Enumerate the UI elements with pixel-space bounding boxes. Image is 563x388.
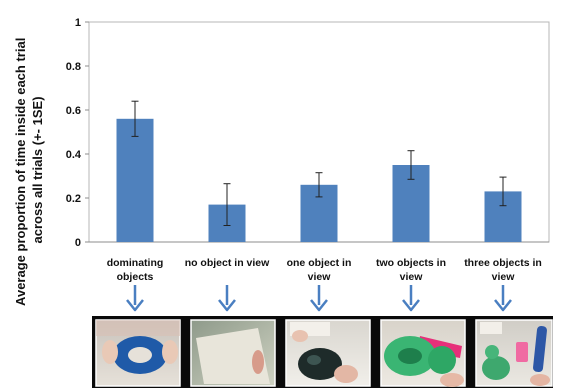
empty-table-icon	[196, 328, 270, 384]
category-label-3: two objects in view	[376, 257, 446, 283]
y-axis-label: Average proportion of time inside each t…	[13, 34, 45, 306]
down-arrow-icon	[494, 285, 512, 312]
no-object-thumbnail	[190, 319, 276, 387]
y-tick-label: 0.4	[66, 149, 82, 161]
two-objects-thumbnail	[380, 319, 466, 387]
hand-icon	[440, 373, 464, 387]
y-axis-label-line-1: Average proportion of time inside each t…	[13, 38, 28, 306]
one-object-thumbnail	[285, 319, 371, 387]
bar-0	[116, 118, 154, 242]
hand-icon	[530, 374, 550, 386]
down-arrow-icon	[126, 285, 144, 312]
down-arrow-icon	[310, 285, 328, 312]
hand-icon	[102, 340, 118, 364]
category-label-2: one object in view	[287, 257, 352, 283]
category-label-line: two objects in	[376, 257, 446, 269]
y-tick-label: 0.2	[66, 193, 81, 205]
three-objects-thumbnail	[475, 319, 553, 387]
hand-icon	[334, 365, 358, 383]
category-label-line: view	[492, 271, 516, 283]
y-tick-label: 0	[75, 237, 81, 249]
category-label-line: no object in view	[185, 257, 270, 269]
y-tick-label: 1	[75, 17, 81, 29]
category-label-4: three objects in view	[464, 257, 542, 283]
category-label-line: objects	[117, 271, 154, 283]
pink-cup-icon	[516, 342, 528, 362]
hand-icon	[162, 340, 178, 364]
y-tick-label: 0.8	[66, 61, 81, 73]
down-arrow-icon	[218, 285, 236, 312]
down-arrow-icon	[402, 285, 420, 312]
category-label-line: one object in	[287, 257, 352, 269]
thumbnail-strip	[92, 316, 553, 388]
hand-icon	[292, 330, 308, 342]
category-label-0: dominating objects	[107, 257, 164, 283]
y-tick-label: 0.6	[66, 105, 81, 117]
category-label-line: dominating	[107, 257, 164, 269]
y-axis-label-line-2: across all trials (+- 1SE)	[30, 96, 45, 243]
dominating-objects-thumbnail	[95, 319, 181, 387]
category-label-1: no object in view	[185, 257, 270, 269]
blue-toy-icon	[533, 325, 547, 373]
category-label-line: view	[308, 271, 332, 283]
single-dark-toy-icon	[298, 348, 342, 380]
green-toy-icon	[482, 356, 510, 380]
category-label-line: three objects in	[464, 257, 542, 269]
category-label-line: view	[400, 271, 424, 283]
hand-icon	[252, 350, 264, 374]
